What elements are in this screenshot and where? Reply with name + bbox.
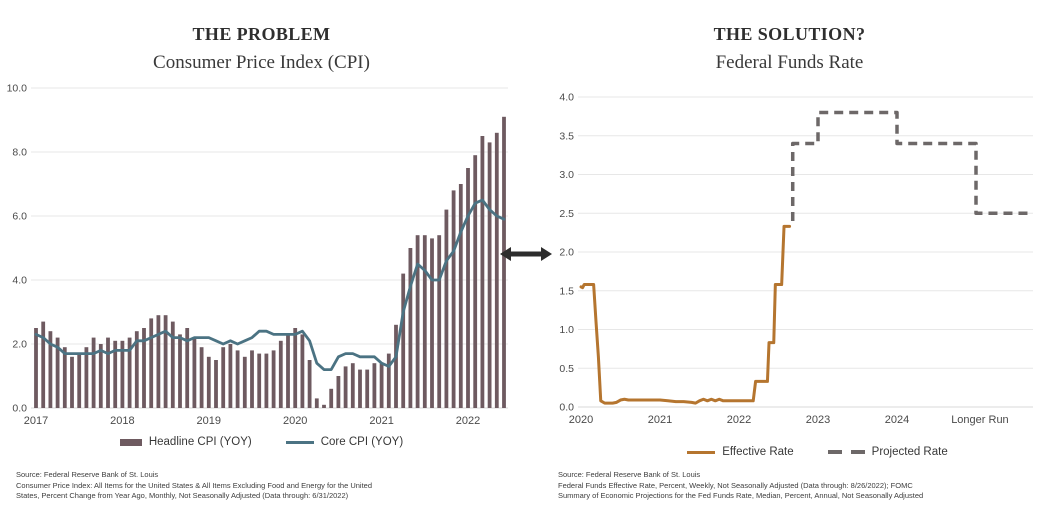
fed-funds-chart-title: Federal Funds Rate <box>715 52 864 73</box>
svg-text:0.5: 0.5 <box>559 363 574 375</box>
core-cpi-legend-label: Core CPI (YOY) <box>320 436 404 448</box>
cpi-chart: 0.0 2.0 4.0 6.0 8.0 10.0 2017 2018 2019 2020 2021 2… <box>7 83 508 427</box>
headline-cpi-legend-label: Headline CPI (YOY) <box>148 436 252 448</box>
svg-text:1.5: 1.5 <box>559 285 574 297</box>
svg-text:8.0: 8.0 <box>12 147 27 159</box>
svg-text:2.0: 2.0 <box>12 339 27 351</box>
legend-item-projected-rate: Projected Rate <box>827 446 948 458</box>
svg-text:2018: 2018 <box>110 415 134 427</box>
svg-text:10.0: 10.0 <box>7 83 28 95</box>
source-line: Consumer Price Index: All Items for the … <box>16 480 373 490</box>
source-line: States, Percent Change from Year Ago, Mo… <box>16 491 349 500</box>
legend-item-core-cpi: Core CPI (YOY) <box>285 436 404 448</box>
effective-rate-legend-label: Effective Rate <box>722 446 794 458</box>
svg-text:4.0: 4.0 <box>559 92 574 104</box>
svg-text:4.0: 4.0 <box>12 275 27 287</box>
svg-text:1.0: 1.0 <box>559 324 574 336</box>
svg-text:2020: 2020 <box>569 414 593 426</box>
source-line: Federal Funds Effective Rate, Percent, W… <box>558 480 913 490</box>
projected-rate-legend-label: Projected Rate <box>871 446 948 458</box>
svg-text:Longer Run: Longer Run <box>951 414 1009 426</box>
fed-funds-legend: Effective Rate Projected Rate <box>528 446 1051 458</box>
projected-rate-swatch-icon <box>827 450 865 454</box>
svg-text:2023: 2023 <box>806 414 830 426</box>
svg-text:0.0: 0.0 <box>559 402 574 414</box>
cpi-chart-title: Consumer Price Index (CPI) <box>153 52 370 73</box>
effective-rate-swatch-icon <box>687 450 716 454</box>
cpi-panel: THE PROBLEM Consumer Price Index (CPI) 0… <box>0 0 523 532</box>
right-panel-kicker: THE SOLUTION? <box>713 24 866 44</box>
fed-funds-chart: 0.0 0.5 1.0 1.5 2.0 2.5 3.0 3.5 4.0 2020 2021 2022 2… <box>559 92 1033 426</box>
left-panel-kicker: THE PROBLEM <box>192 24 331 44</box>
svg-text:2020: 2020 <box>283 415 307 427</box>
svg-text:3.5: 3.5 <box>559 130 574 142</box>
legend-item-effective-rate: Effective Rate <box>687 446 794 458</box>
svg-text:2017: 2017 <box>24 415 48 427</box>
cpi-legend: Headline CPI (YOY) Core CPI (YOY) <box>0 436 523 448</box>
source-line: Source: Federal Reserve Bank of St. Loui… <box>558 470 701 479</box>
svg-text:2024: 2024 <box>885 414 909 426</box>
source-line: Source: Federal Reserve Bank of St. Loui… <box>16 470 159 479</box>
svg-text:2.5: 2.5 <box>559 208 574 220</box>
double-arrow-icon <box>500 243 552 265</box>
fed-funds-panel: THE SOLUTION? Federal Funds Rate 0.0 0.5 1… <box>528 0 1051 532</box>
svg-text:6.0: 6.0 <box>12 211 27 223</box>
source-line: Summary of Economic Projections for the … <box>558 491 924 500</box>
svg-text:2.0: 2.0 <box>559 247 574 259</box>
svg-text:2022: 2022 <box>456 415 480 427</box>
cpi-source-note: Source: Federal Reserve Bank of St. Loui… <box>16 470 493 502</box>
svg-text:2021: 2021 <box>648 414 672 426</box>
svg-text:2019: 2019 <box>197 415 221 427</box>
legend-item-headline-cpi: Headline CPI (YOY) <box>119 436 252 448</box>
svg-text:0.0: 0.0 <box>12 403 27 415</box>
fed-funds-source-note: Source: Federal Reserve Bank of St. Loui… <box>558 470 1041 502</box>
svg-text:2022: 2022 <box>727 414 751 426</box>
svg-text:2021: 2021 <box>369 415 393 427</box>
headline-cpi-swatch-icon <box>119 438 142 446</box>
svg-text:3.0: 3.0 <box>559 169 574 181</box>
core-cpi-swatch-icon <box>285 440 314 444</box>
